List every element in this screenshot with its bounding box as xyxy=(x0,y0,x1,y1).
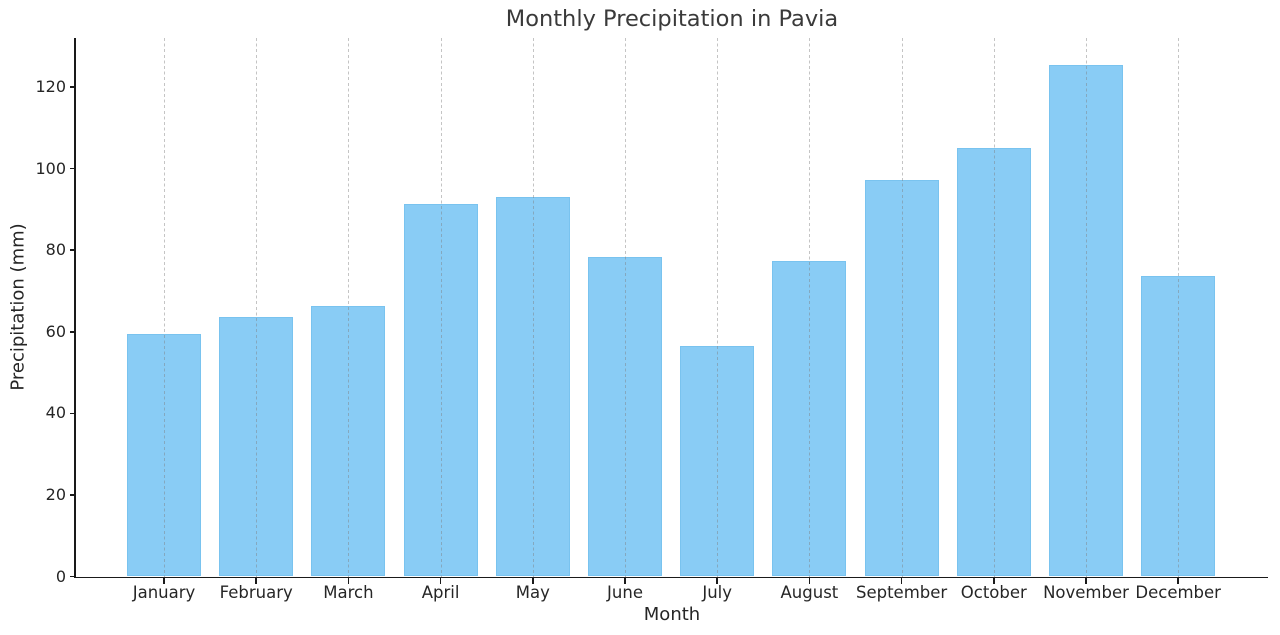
x-tick-label-november: November xyxy=(1043,583,1129,602)
x-tick-label-september: September xyxy=(855,583,948,602)
x-tick-mark xyxy=(439,578,442,584)
x-tick-label-october: October xyxy=(960,583,1027,602)
y-tick-mark xyxy=(70,167,76,170)
x-tick-label-march: March xyxy=(323,583,374,602)
x-tick-mark xyxy=(163,578,165,584)
x-tick-label-august: August xyxy=(780,583,839,602)
x-tick-mark xyxy=(900,578,903,584)
y-tick-mark xyxy=(70,412,76,415)
bar-april xyxy=(403,203,478,577)
gridline-november xyxy=(1086,38,1087,577)
y-tick-label-80: 80 xyxy=(45,240,66,260)
gridline-october xyxy=(993,38,995,577)
bar-may xyxy=(495,197,570,577)
y-tick-mark xyxy=(70,330,76,333)
bar-july xyxy=(680,346,755,577)
bar-june xyxy=(588,256,662,577)
gridline-august xyxy=(809,38,811,577)
x-axis-title: Month xyxy=(643,604,701,625)
y-tick-label-60: 60 xyxy=(45,321,66,341)
y-tick-label-20: 20 xyxy=(45,484,66,504)
y-tick-mark xyxy=(70,86,76,88)
gridline-may xyxy=(532,38,534,577)
bar-february xyxy=(219,317,294,577)
y-tick-mark xyxy=(70,494,76,496)
bar-december xyxy=(1141,275,1216,577)
x-tick-label-april: April xyxy=(421,583,460,602)
x-tick-mark xyxy=(532,578,534,584)
gridline-september xyxy=(901,38,903,577)
bar-november xyxy=(1049,64,1123,577)
bar-march xyxy=(311,305,386,577)
gridline-july xyxy=(717,38,719,577)
gridline-april xyxy=(440,38,442,577)
y-tick-label-120: 120 xyxy=(35,76,66,96)
x-tick-mark xyxy=(1177,578,1179,584)
bar-september xyxy=(864,179,939,577)
gridline-january xyxy=(164,38,165,577)
y-axis-line xyxy=(74,38,76,579)
x-axis-line xyxy=(74,576,1268,579)
x-tick-label-june: June xyxy=(607,583,643,602)
y-tick-label-0: 0 xyxy=(55,566,66,586)
x-tick-label-july: July xyxy=(702,583,733,602)
x-tick-mark xyxy=(347,578,350,584)
chart-title: Monthly Precipitation in Pavia xyxy=(505,6,839,32)
bar-january xyxy=(127,334,201,577)
y-tick-label-100: 100 xyxy=(35,158,66,178)
x-tick-mark xyxy=(624,578,626,584)
gridline-march xyxy=(348,38,350,577)
x-tick-mark xyxy=(255,578,257,584)
x-tick-mark xyxy=(1085,578,1087,584)
x-tick-mark xyxy=(808,578,811,584)
x-tick-label-february: February xyxy=(219,583,293,602)
bar-august xyxy=(772,261,847,577)
y-tick-label-40: 40 xyxy=(45,403,66,423)
x-tick-mark xyxy=(716,578,718,584)
gridline-december xyxy=(1178,38,1180,577)
y-tick-mark xyxy=(70,575,76,578)
y-tick-mark xyxy=(70,249,76,251)
gridline-february xyxy=(256,38,258,577)
x-tick-label-december: December xyxy=(1135,583,1221,602)
x-tick-label-january: January xyxy=(132,583,196,602)
bar-october xyxy=(956,148,1031,577)
x-tick-mark xyxy=(993,578,995,584)
x-tick-label-may: May xyxy=(515,583,550,602)
gridline-june xyxy=(625,38,626,577)
